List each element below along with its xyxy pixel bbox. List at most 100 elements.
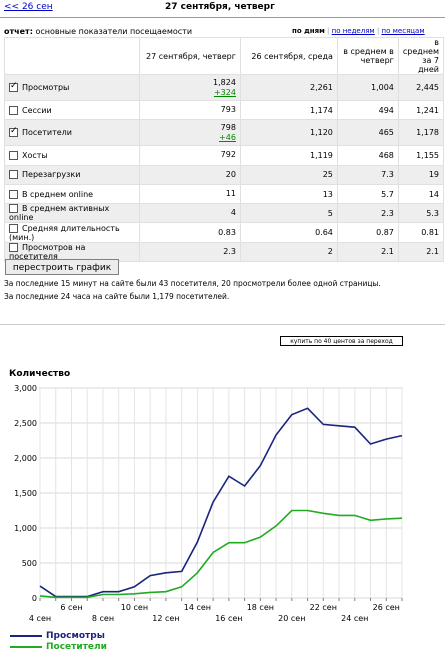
period-week-link[interactable]: по неделям bbox=[331, 27, 375, 35]
legend-label-views: Просмотры bbox=[46, 631, 105, 641]
value-today-number: 20 bbox=[225, 169, 236, 179]
value-avg-thursday: 1,004 bbox=[336, 74, 399, 101]
period-day[interactable]: по дням bbox=[292, 27, 325, 35]
row-label: Сессии bbox=[22, 105, 52, 115]
x-tick-label: 18 сен bbox=[247, 603, 274, 612]
table-row: Сессии 793 1,174 494 1,241 bbox=[4, 99, 445, 121]
value-avg-thursday: 0.87 bbox=[336, 222, 399, 243]
row-label: Просмотры bbox=[22, 83, 70, 92]
value-avg-7days: 5.3 bbox=[397, 203, 445, 224]
x-tick-label: 24 сен bbox=[341, 614, 368, 623]
row-checkbox[interactable] bbox=[9, 105, 18, 115]
period-month-link[interactable]: по месяцам bbox=[381, 27, 425, 35]
y-tick-label: 1,500 bbox=[14, 489, 37, 498]
value-yesterday: 5 bbox=[239, 203, 338, 224]
value-yesterday: 13 bbox=[239, 183, 338, 205]
delta-link[interactable]: +324 bbox=[213, 87, 236, 97]
value-avg-7days: 14 bbox=[397, 183, 445, 205]
value-today-number: 793 bbox=[220, 105, 236, 115]
value-today: 798 +46 bbox=[138, 119, 241, 147]
value-avg-7days: 1,241 bbox=[397, 99, 445, 121]
period-switcher: по дням | по неделям | по месяцам bbox=[292, 27, 425, 35]
table-row: Хосты 792 1,119 468 1,155 bbox=[4, 145, 445, 166]
value-avg-7days: 2,445 bbox=[397, 74, 445, 101]
row-checkbox[interactable] bbox=[9, 242, 18, 252]
row-name-cell: Средняя длительность (мин.) bbox=[4, 222, 140, 243]
col-header-avg-7days: в среднем за 7 дней bbox=[397, 37, 445, 75]
series-line-views bbox=[39, 407, 403, 598]
value-avg-thursday: 5.7 bbox=[336, 183, 399, 205]
value-yesterday: 0.64 bbox=[239, 222, 338, 243]
report-label-row: отчет: основные показатели посещаемости bbox=[4, 27, 444, 36]
report-label: отчет: bbox=[4, 27, 33, 36]
col-header-avg-thursday: в среднем в четверг bbox=[336, 37, 399, 75]
value-today-number: 798 bbox=[220, 122, 236, 132]
legend-swatch-visitors bbox=[10, 645, 42, 648]
x-tick-label: 4 сен bbox=[29, 614, 51, 623]
stats-table: 27 сентября, четверг 26 сентября, среда … bbox=[4, 37, 445, 263]
legend-item-views: Просмотры bbox=[10, 631, 107, 642]
row-name-cell: Просмотров на посетителя bbox=[4, 241, 140, 263]
row-name-cell: Перезагрузки bbox=[4, 164, 140, 185]
x-tick-label: 26 сен bbox=[373, 603, 400, 612]
row-checkbox[interactable] bbox=[9, 204, 18, 214]
row-checkbox[interactable] bbox=[9, 189, 18, 199]
table-header-row: 27 сентября, четверг 26 сентября, среда … bbox=[4, 37, 445, 75]
value-avg-thursday: 468 bbox=[336, 145, 399, 166]
y-tick-label: 2,000 bbox=[14, 454, 37, 463]
row-checkbox[interactable] bbox=[9, 81, 18, 92]
value-today-number: 2.3 bbox=[223, 246, 236, 256]
row-name-cell: В среднем активных online bbox=[4, 203, 140, 224]
legend-item-visitors: Посетители bbox=[10, 642, 107, 653]
value-today: 792 bbox=[138, 145, 241, 166]
x-tick-label: 12 сен bbox=[152, 614, 179, 623]
row-checkbox[interactable] bbox=[9, 126, 18, 138]
row-checkbox[interactable] bbox=[9, 223, 18, 233]
value-yesterday: 25 bbox=[239, 164, 338, 185]
x-tick-label: 14 сен bbox=[184, 603, 211, 612]
row-checkbox[interactable] bbox=[9, 150, 18, 160]
value-avg-thursday: 2.3 bbox=[336, 203, 399, 224]
value-today-number: 1,824 bbox=[213, 77, 236, 87]
value-avg-7days: 1,155 bbox=[397, 145, 445, 166]
value-yesterday: 2 bbox=[239, 241, 338, 263]
row-checkbox[interactable] bbox=[9, 170, 18, 180]
series-line-visitors bbox=[39, 509, 403, 599]
value-today-number: 11 bbox=[225, 189, 236, 199]
x-tick-label: 10 сен bbox=[121, 603, 148, 612]
value-avg-thursday: 494 bbox=[336, 99, 399, 121]
row-name-cell: Просмотры bbox=[4, 74, 140, 101]
section-divider bbox=[0, 324, 445, 325]
x-tick-label: 8 сен bbox=[92, 614, 114, 623]
col-header-yesterday: 26 сентября, среда bbox=[239, 37, 338, 75]
prev-day-link[interactable]: << 26 сен bbox=[4, 2, 53, 12]
legend-label-visitors: Посетители bbox=[46, 642, 107, 652]
buy-traffic-button[interactable]: купить по 40 центов за переход bbox=[280, 336, 403, 346]
y-tick-label: 500 bbox=[22, 559, 37, 568]
x-tick-label: 22 сен bbox=[310, 603, 337, 612]
value-yesterday: 2,261 bbox=[239, 74, 338, 101]
y-tick-label: 2,500 bbox=[14, 419, 37, 428]
row-label: Средняя длительность (мин.) bbox=[9, 223, 120, 242]
y-tick-label: 0 bbox=[32, 594, 37, 603]
value-yesterday: 1,174 bbox=[239, 99, 338, 121]
value-avg-thursday: 465 bbox=[336, 119, 399, 147]
value-today: 1,824 +324 bbox=[138, 74, 241, 101]
row-label: В среднем online bbox=[22, 189, 94, 199]
line-chart: 0 500 1,000 1,500 2,000 2,500 3,000 6 сен 10 сен… bbox=[14, 384, 403, 623]
row-label: Просмотров на посетителя bbox=[9, 242, 86, 261]
value-today: 793 bbox=[138, 99, 241, 121]
value-avg-7days: 19 bbox=[397, 164, 445, 185]
y-tick-label: 1,000 bbox=[14, 524, 37, 533]
value-yesterday: 1,119 bbox=[239, 145, 338, 166]
x-tick-label: 6 сен bbox=[60, 603, 82, 612]
value-avg-7days: 2.1 bbox=[397, 241, 445, 263]
table-row: Перезагрузки 20 25 7.3 19 bbox=[4, 164, 445, 185]
delta-link[interactable]: +46 bbox=[219, 132, 236, 142]
header-divider bbox=[0, 17, 445, 18]
value-avg-thursday: 7.3 bbox=[336, 164, 399, 185]
rebuild-chart-button[interactable]: перестроить график bbox=[5, 259, 119, 275]
chart-title: Количество bbox=[9, 369, 71, 379]
